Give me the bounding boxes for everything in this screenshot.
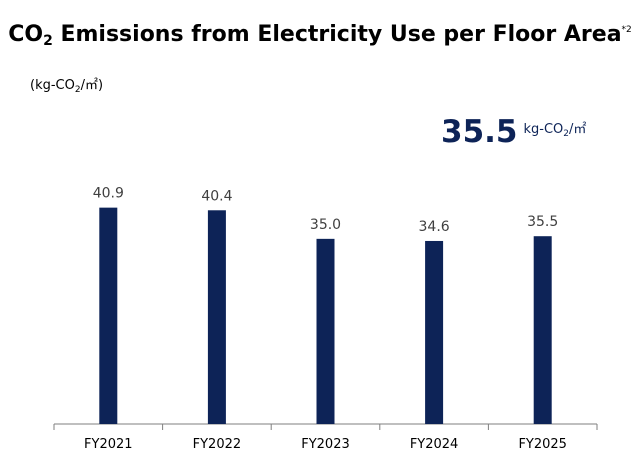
data-label: 35.0: [310, 217, 341, 233]
chart-title: CO2 Emissions from Electricity Use per F…: [8, 22, 632, 49]
highlight-value: 35.5: [441, 114, 518, 150]
bar-fy2025: [533, 236, 552, 424]
highlight-callout: 35.5 kg-CO2/㎡: [441, 114, 586, 150]
data-label: 35.5: [527, 214, 558, 230]
bar-fy2022: [207, 210, 226, 424]
highlight-unit: kg-CO2/㎡: [523, 121, 587, 139]
y-axis-unit-label: (kg-CO2/㎡): [30, 78, 104, 95]
bar-fy2024: [425, 240, 444, 424]
data-label: 40.4: [201, 188, 232, 204]
bar-fy2021: [99, 207, 118, 424]
x-tick-label: FY2024: [410, 437, 459, 452]
x-tick-label: FY2025: [518, 437, 567, 452]
bar-fy2023: [316, 238, 335, 424]
data-label: 40.9: [93, 186, 124, 202]
x-tick-label: FY2021: [84, 437, 133, 452]
x-tick-label: FY2023: [301, 437, 350, 452]
x-tick-label: FY2022: [193, 437, 242, 452]
data-label: 34.6: [419, 219, 450, 235]
